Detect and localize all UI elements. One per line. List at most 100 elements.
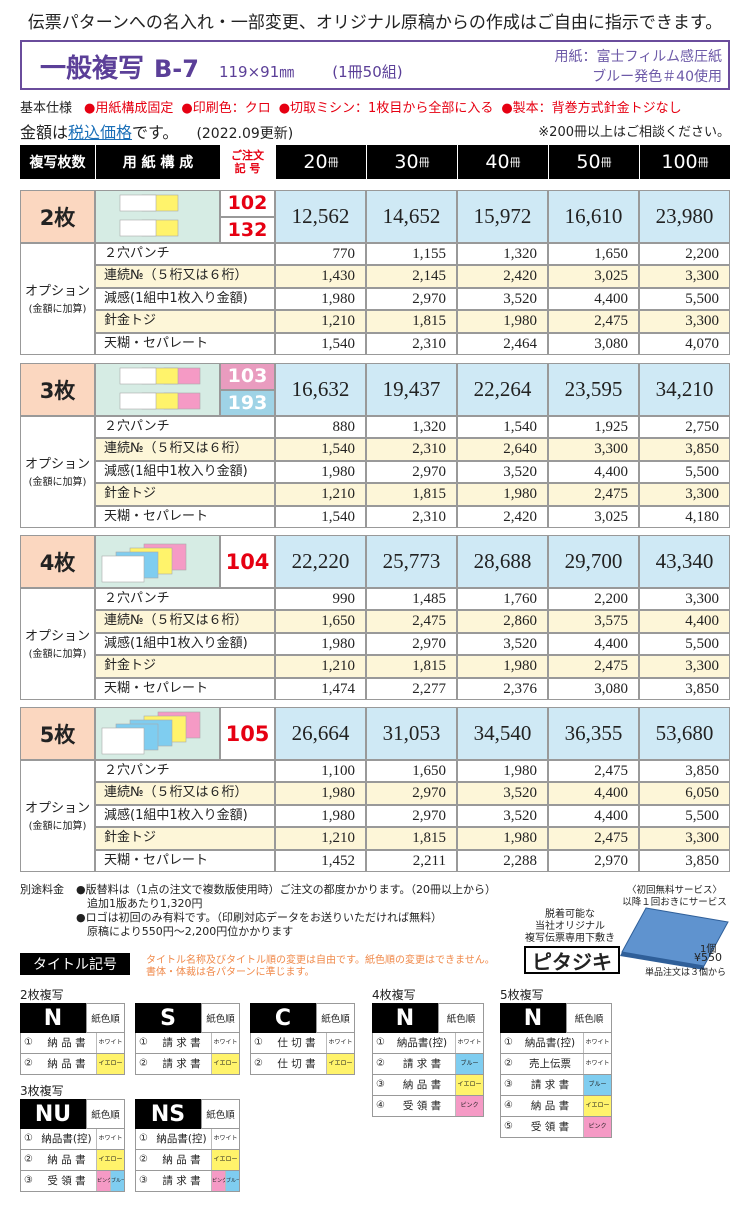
header-qty: 30 冊 — [366, 145, 457, 179]
option-name: 針金トジ — [95, 827, 275, 850]
extra-note: 原稿により550円～2,200円位かかります — [76, 925, 294, 938]
code-row: ③ 請 求 書 ブルー — [500, 1075, 612, 1096]
row-name: 納 品 書 — [47, 1058, 86, 1070]
code-row: ③ 納 品 書 イエロー — [372, 1075, 484, 1096]
option-price: 2,211 — [366, 849, 457, 872]
option-name: ２穴パンチ — [95, 760, 275, 783]
option-name: 天糊・セパレート — [95, 332, 275, 355]
row-name: 受 領 書 — [530, 1121, 570, 1133]
pitajiki-desc: 当社オリジナル — [535, 921, 605, 932]
option-note: (金額に加算) — [28, 821, 87, 832]
paper-color: ブルー — [110, 1171, 124, 1191]
title-codes-label: タイトル記号 — [20, 953, 130, 975]
header-code: ご注文記 号 — [222, 147, 273, 177]
option-price: 2,376 — [457, 677, 548, 700]
price: 43,340 — [639, 535, 730, 588]
option-label: オプション (金額に加算) — [20, 243, 95, 355]
row-name: 仕 切 書 — [277, 1058, 316, 1070]
row-name: 受 領 書 — [402, 1100, 442, 1112]
color-order: 紙色順 — [86, 1003, 125, 1033]
code: N — [20, 1003, 86, 1033]
code-row: ② 納 品 書イエロー — [135, 1150, 240, 1171]
row-name: 納 品 書 — [402, 1079, 442, 1091]
option-price: 2,970 — [366, 782, 457, 805]
code-row: ① 納品書(控) ホワイト — [20, 1129, 125, 1150]
option-price: 2,145 — [366, 265, 457, 288]
paper-color: ピンク — [455, 1096, 483, 1116]
spec-item: ●製本：背巻方式針金トジなし — [501, 101, 682, 116]
option-price: 4,400 — [548, 804, 639, 828]
option-name: 針金トジ — [95, 655, 275, 678]
option-price: 1,980 — [275, 804, 366, 828]
option-price: 1,980 — [457, 655, 548, 678]
option-price: 2,475 — [548, 760, 639, 783]
section-label: 2枚 — [20, 190, 95, 243]
qty: 30 — [394, 151, 419, 173]
option-title: オプション — [24, 801, 90, 816]
paper-color: ブルー — [583, 1075, 611, 1095]
price: 14,652 — [366, 190, 457, 243]
sheets — [119, 367, 201, 410]
option-price: 4,400 — [548, 632, 639, 656]
row-name: 納品書(控) — [396, 1037, 448, 1049]
price: 29,700 — [548, 535, 639, 588]
option-price: 2,475 — [548, 483, 639, 506]
sheet — [119, 392, 157, 410]
option-price: 3,850 — [639, 849, 730, 872]
price: 16,632 — [275, 363, 366, 416]
title-box: 一般複写 B-7 119×91㎜ (1冊50組) 用紙：富士フィルム感圧紙 ブルー発色＃4… — [20, 40, 730, 90]
option-price: 3,300 — [639, 265, 730, 288]
option-price: 3,300 — [548, 438, 639, 461]
color-order: 紙色順 — [438, 1003, 484, 1033]
row-num: ② — [24, 1058, 33, 1069]
header-qty: 50 冊 — [548, 145, 639, 179]
paper-color: ホワイト — [211, 1033, 239, 1053]
sheet — [119, 219, 157, 237]
price: 34,540 — [457, 707, 548, 760]
row-name: 納品書(控) — [41, 1133, 92, 1145]
option-price: 990 — [275, 588, 366, 611]
sheet — [119, 194, 157, 212]
code-row: ① 納 品 書ホワイト — [20, 1033, 125, 1054]
option-price: 770 — [275, 243, 366, 266]
option-price: 2,310 — [366, 332, 457, 355]
header-cell: 用 紙 構 成 — [95, 145, 220, 179]
option-price: 1,760 — [457, 588, 548, 611]
row-name: 請 求 書 — [162, 1175, 201, 1187]
code: C — [250, 1003, 316, 1033]
paper-color: ホワイト — [583, 1054, 611, 1074]
order-code: 105 — [220, 707, 275, 760]
header-code-line: ご注文 — [231, 149, 264, 162]
row-num: ① — [24, 1037, 33, 1048]
option-note: (金額に加算) — [28, 477, 87, 488]
specs: 基本仕様 ●用紙構成固定 ●印刷色：クロ ●切取ミシン：1枚目から全部に入る ●製本：背… — [20, 97, 740, 116]
service: 〈初回無料サービス〉 — [626, 885, 722, 896]
row-name: 納 品 書 — [530, 1100, 570, 1112]
option-price: 3,300 — [639, 655, 730, 678]
option-price: 1,320 — [457, 243, 548, 266]
code-row: ② 請 求 書イエロー — [135, 1054, 240, 1075]
code-row: ④ 納 品 書 イエロー — [500, 1096, 612, 1117]
pitajiki-desc: 脱着可能な — [545, 909, 595, 920]
option-price: 4,400 — [548, 460, 639, 484]
option-price: 5,500 — [639, 804, 730, 828]
option-label: オプション (金額に加算) — [20, 416, 95, 528]
order-code: 103 — [220, 363, 275, 390]
option-price: 1,430 — [275, 265, 366, 288]
title-codes-note: 書体・体裁は各パターンに準じます。 — [146, 967, 315, 978]
pitajiki-min: 単品注文は３個から — [645, 968, 727, 978]
price: 36,355 — [548, 707, 639, 760]
paper-color: イエロー — [96, 1150, 124, 1170]
notice: 伝票パターンへの名入れ・一部変更、オリジナル原稿からの作成はご自由に指示できます… — [27, 13, 723, 33]
option-name: ２穴パンチ — [95, 243, 275, 266]
sheets — [101, 543, 187, 583]
board-wrap — [616, 902, 734, 972]
spec-item: ●切取ミシン：1枚目から全部に入る — [278, 101, 494, 116]
price: 23,595 — [548, 363, 639, 416]
option-price: 1,540 — [457, 416, 548, 439]
specs-label: 基本仕様 — [20, 101, 73, 116]
option-name: 針金トジ — [95, 483, 275, 506]
option-price: 1,815 — [366, 483, 457, 506]
price: 26,664 — [275, 707, 366, 760]
row-name: 納 品 書 — [162, 1154, 201, 1166]
